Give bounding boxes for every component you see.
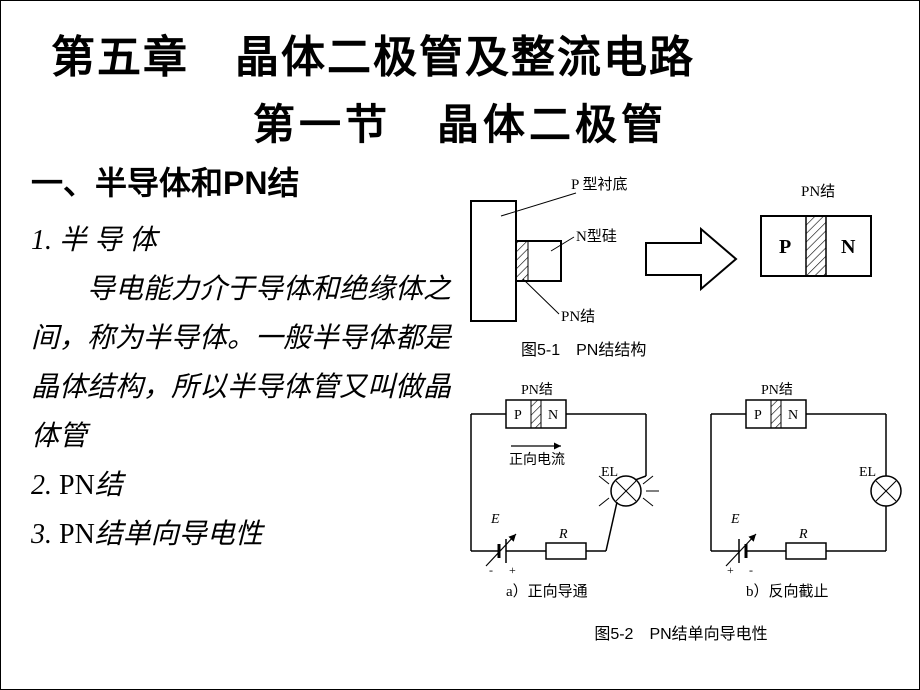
- circuit-b: PN结 P N EL R: [711, 382, 901, 600]
- label-P: P: [779, 236, 791, 258]
- label-N: N: [841, 236, 856, 258]
- svg-text:-: -: [489, 563, 493, 577]
- svg-text:PN结: PN结: [521, 382, 553, 398]
- svg-text:+: +: [727, 563, 734, 577]
- label-n-si: N型硅: [576, 228, 617, 245]
- svg-text:b）反向截止: b）反向截止: [746, 583, 829, 600]
- figure-5-2: PN结 P N EL: [451, 376, 911, 644]
- svg-text:-: -: [749, 563, 753, 577]
- svg-text:N: N: [548, 408, 558, 423]
- svg-text:正向电流: 正向电流: [509, 452, 565, 468]
- svg-text:+: +: [509, 563, 516, 577]
- circuit-a: PN结 P N EL: [471, 382, 659, 600]
- svg-text:a）正向导通: a）正向导通: [506, 583, 588, 600]
- item-2: 2. PN结: [31, 461, 451, 510]
- paragraph-semiconductor: 导电能力介于导体和绝缘体之间，称为半导体。一般半导体都是晶体结构，所以半导体管又…: [31, 265, 451, 461]
- arrow-icon: [646, 229, 736, 289]
- fig5-1-svg: P 型衬底 N型硅 PN结 PN结 P N: [461, 171, 891, 331]
- svg-text:EL: EL: [859, 465, 876, 480]
- svg-text:E: E: [490, 512, 500, 527]
- svg-text:P: P: [754, 408, 762, 423]
- figure-5-1: P 型衬底 N型硅 PN结 PN结 P N: [461, 171, 891, 331]
- svg-text:P: P: [514, 408, 522, 423]
- fig5-2-caption: 图5-2 PN结单向导电性: [451, 620, 911, 644]
- fig5-2-svg: PN结 P N EL: [451, 376, 911, 616]
- label-pn-junction-left: PN结: [561, 308, 595, 325]
- svg-text:EL: EL: [601, 465, 618, 480]
- section-title: 第一节 晶体二极管: [1, 85, 919, 152]
- chapter-title: 第五章 晶体二极管及整流电路: [1, 1, 919, 85]
- item-1: 1. 半 导 体: [31, 216, 451, 265]
- svg-text:PN结: PN结: [761, 382, 793, 398]
- page-root: 第五章 晶体二极管及整流电路 第一节 晶体二极管 一、半导体和PN结 1. 半 …: [0, 0, 920, 690]
- svg-text:R: R: [558, 527, 568, 542]
- svg-text:N: N: [788, 408, 798, 423]
- svg-text:E: E: [730, 512, 740, 527]
- svg-text:R: R: [798, 527, 808, 542]
- label-pn-right: PN结: [801, 183, 835, 200]
- item-3: 3. PN结单向导电性: [31, 510, 451, 559]
- label-p-substrate: P 型衬底: [571, 176, 628, 193]
- body-text: 1. 半 导 体 导电能力介于导体和绝缘体之间，称为半导体。一般半导体都是晶体结…: [31, 216, 451, 559]
- fig5-1-caption: 图5-1 PN结结构: [521, 336, 646, 360]
